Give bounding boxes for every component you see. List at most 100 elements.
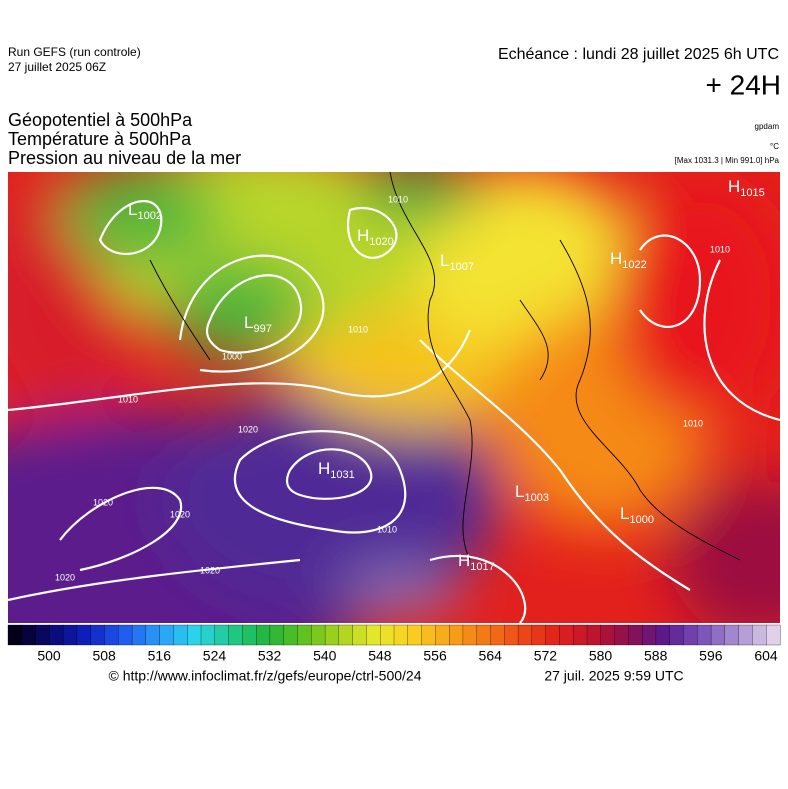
colorbar-label: 580 [589, 648, 613, 664]
colorbar-swatch [62, 624, 78, 646]
field-name: Pression au niveau de la mer [8, 148, 241, 168]
colorbar-swatch [655, 624, 671, 646]
unit: gpdam [755, 122, 780, 131]
center-letter: H [357, 226, 369, 245]
colorbar: 500 508 516 524 532 540 548 556 564 572 580 588 596 6… [7, 624, 781, 664]
pressure-center: H1017 [458, 551, 495, 572]
colorbar-swatch [145, 624, 161, 646]
isobar-label: 1020 [170, 509, 190, 519]
pressure-center: L1003 [515, 482, 549, 503]
colorbar-swatch [517, 624, 533, 646]
colorbar-swatch [214, 624, 230, 646]
colorbar-swatch [324, 624, 340, 646]
center-value: 1022 [622, 259, 646, 271]
colorbar-swatch [504, 624, 519, 646]
colorbar-swatch [49, 624, 64, 646]
colorbar-swatch [7, 624, 23, 646]
colorbar-swatch [297, 624, 312, 646]
colorbar-swatch [586, 624, 602, 646]
colorbar-swatch [311, 624, 326, 646]
pressure-center: H1031 [318, 459, 355, 480]
colorbar-swatch [407, 624, 423, 646]
pressure-center: L1000 [620, 504, 654, 525]
lead-time: + 24H [706, 69, 782, 100]
colorbar-swatch [476, 624, 492, 646]
colorbar-swatch [200, 624, 216, 646]
colorbar-swatch [366, 624, 381, 646]
center-letter: H [318, 459, 330, 478]
colorbar-label: 508 [92, 648, 116, 664]
colorbar-label: 516 [148, 648, 172, 664]
center-value: 1017 [470, 561, 494, 573]
colorbar-label: 588 [644, 648, 668, 664]
center-value: 1000 [629, 514, 653, 526]
center-letter: H [458, 551, 470, 570]
colorbar-swatch [159, 624, 174, 646]
colorbar-swatch [559, 624, 574, 646]
center-letter: H [728, 177, 740, 196]
colorbar-swatch [393, 624, 409, 646]
colorbar-swatch [228, 624, 243, 646]
isobar-label: 1010 [388, 194, 408, 204]
colorbar-swatch [242, 624, 257, 646]
isobar-label: 1010 [683, 418, 703, 428]
colorbar-swatch [462, 624, 478, 646]
colorbar-swatch [738, 624, 753, 646]
center-letter: L [440, 251, 449, 270]
colorbar-swatch [448, 624, 464, 646]
pressure-center: H1015 [728, 177, 765, 198]
pressure-center: L997 [244, 313, 272, 334]
colorbar-swatch [531, 624, 547, 646]
colorbar-swatch [118, 624, 133, 646]
colorbar-swatch [766, 624, 781, 646]
colorbar-label: 548 [368, 648, 392, 664]
pressure-center: L1007 [440, 251, 474, 272]
center-value: 997 [253, 323, 271, 335]
run-date: 27 juillet 2025 06Z [8, 60, 106, 74]
unit: [Max 1031.3 | Min 991.0] hPa [675, 156, 780, 165]
unit: °C [770, 142, 779, 151]
isobar-label: 1010 [348, 324, 368, 334]
colorbar-swatch [683, 624, 698, 646]
colorbar-swatch [269, 624, 285, 646]
isobar-label: 1020 [200, 565, 220, 575]
colorbar-swatch [421, 624, 436, 646]
colorbar-label: 604 [754, 648, 778, 664]
center-value: 1007 [449, 261, 473, 273]
colorbar-swatch [641, 624, 657, 646]
colorbar-label: 524 [203, 648, 227, 664]
colorbar-swatch [187, 624, 202, 646]
colorbar-label: 572 [534, 648, 558, 664]
colorbar-swatch [669, 624, 685, 646]
center-value: 1003 [524, 492, 548, 504]
colorbar-swatch [752, 624, 767, 646]
colorbar-swatch [573, 624, 588, 646]
colorbar-swatch [710, 624, 726, 646]
isobar-labels: 1010 1000 1010 1020 1020 1020 1020 1020 1010 1010… [55, 194, 730, 582]
source-url: © http://www.infoclimat.fr/z/gefs/europe… [108, 668, 421, 684]
center-letter: L [128, 200, 137, 219]
field-name: Température à 500hPa [8, 129, 192, 149]
map [8, 172, 780, 623]
colorbar-swatch [600, 624, 616, 646]
colorbar-swatch [90, 624, 106, 646]
isobar-label: 1020 [55, 572, 75, 582]
colorbar-swatch [545, 624, 560, 646]
colorbar-swatch [104, 624, 119, 646]
run-title: Run GEFS (run controle) [8, 45, 141, 59]
pressure-center: L1002 [128, 200, 162, 221]
colorbar-swatch [490, 624, 505, 646]
colorbar-swatch [697, 624, 712, 646]
colorbar-swatch [21, 624, 37, 646]
isobar-label: 1020 [238, 424, 258, 434]
isobar-label: 1000 [222, 351, 242, 361]
pressure-center: H1020 [357, 226, 394, 247]
isobar-label: 1010 [118, 394, 138, 404]
colorbar-label: 596 [699, 648, 723, 664]
pressure-center: H1022 [610, 249, 647, 270]
center-letter: L [244, 313, 253, 332]
isobar-label: 1020 [93, 497, 113, 507]
colorbar-swatch [173, 624, 188, 646]
valid-time: Echéance : lundi 28 juillet 2025 6h UTC [498, 46, 779, 63]
